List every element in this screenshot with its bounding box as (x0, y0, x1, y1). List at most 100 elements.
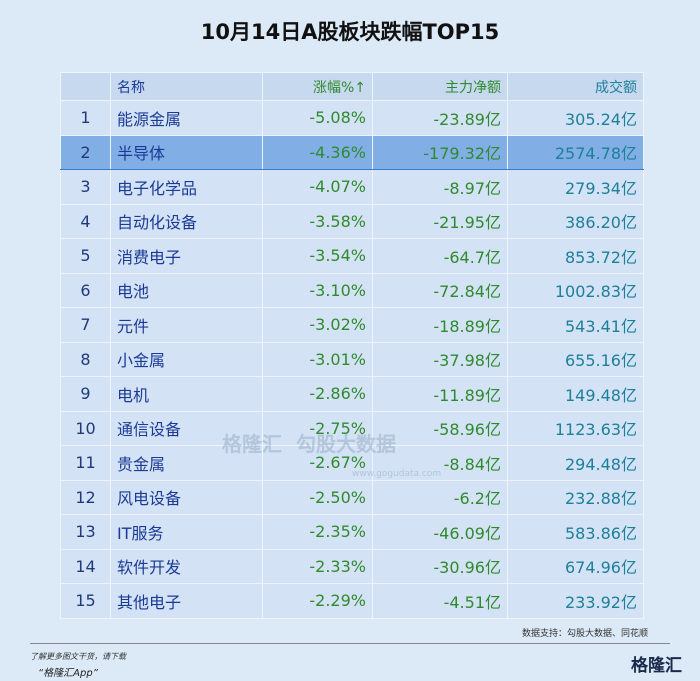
cell: -3.01% (262, 341, 373, 377)
watermark: 格隆汇 勾股大数据 www.gogudata.com (222, 428, 455, 481)
column-header: 成交额 (507, 72, 644, 101)
table-row: 7 元件 -3.02% -18.89亿 543.41亿 (60, 307, 644, 343)
cell: 4 (60, 203, 111, 239)
cell: -23.89亿 (372, 100, 508, 136)
cell: 其他电子 (110, 583, 263, 619)
cell: 15 (60, 583, 111, 619)
cell: 233.92亿 (507, 583, 644, 619)
cell: 能源金属 (110, 100, 263, 136)
cell: -21.95亿 (372, 203, 508, 239)
app-name: “格隆汇App” (38, 668, 98, 679)
logo: 格隆汇 (631, 656, 682, 676)
cell: 3 (60, 169, 111, 205)
cell: 14 (60, 548, 111, 584)
cell: 386.20亿 (507, 203, 644, 239)
cell: -8.97亿 (372, 169, 508, 205)
cell: 232.88亿 (507, 479, 644, 515)
cell: -2.29% (262, 583, 373, 619)
table-row: 5 消费电子 -3.54% -64.7亿 853.72亿 (60, 238, 644, 274)
table-row: 4 自动化设备 -3.58% -21.95亿 386.20亿 (60, 203, 644, 239)
table-row: 6 电池 -3.10% -72.84亿 1002.83亿 (60, 272, 644, 308)
table-row: 1 能源金属 -5.08% -23.89亿 305.24亿 (60, 100, 644, 136)
cell: -18.89亿 (372, 307, 508, 343)
cell: -58.96亿 (372, 410, 508, 446)
cell: 软件开发 (110, 548, 263, 584)
cell: -37.98亿 (372, 341, 508, 377)
cell: 1002.83亿 (507, 272, 644, 308)
watermark-url: www.gogudata.com (352, 469, 442, 479)
cell: 6 (60, 272, 111, 308)
cell: 12 (60, 479, 111, 515)
table-row: 14 软件开发 -2.33% -30.96亿 674.96亿 (60, 548, 644, 584)
cell: 294.48亿 (507, 445, 644, 481)
cell: 电机 (110, 376, 263, 412)
cell: -2.67% (262, 445, 373, 481)
table-row: 12 风电设备 -2.50% -6.2亿 232.88亿 (60, 479, 644, 515)
cell: -2.86% (262, 376, 373, 412)
cell: 655.16亿 (507, 341, 644, 377)
cell: 风电设备 (110, 479, 263, 515)
cell: -3.10% (262, 272, 373, 308)
cell: -5.08% (262, 100, 373, 136)
cell: 5 (60, 238, 111, 274)
cell: 元件 (110, 307, 263, 343)
cell: IT服务 (110, 514, 263, 550)
cell: 1 (60, 100, 111, 136)
cell: -4.36% (262, 134, 373, 170)
cell: 674.96亿 (507, 548, 644, 584)
cell: 853.72亿 (507, 238, 644, 274)
cell: -6.2亿 (372, 479, 508, 515)
table-row: 11 贵金属 -2.67% -8.84亿 294.48亿 (60, 445, 644, 481)
cell: -4.51亿 (372, 583, 508, 619)
cell: 半导体 (110, 134, 263, 170)
cell: -11.89亿 (372, 376, 508, 412)
cell: -2.33% (262, 548, 373, 584)
cell: 1123.63亿 (507, 410, 644, 446)
cell: -64.7亿 (372, 238, 508, 274)
cell: -46.09亿 (372, 514, 508, 550)
cell: 279.34亿 (507, 169, 644, 205)
watermark-sub: 勾股大数据 (296, 432, 396, 456)
cell: 7 (60, 307, 111, 343)
table-row: 9 电机 -2.86% -11.89亿 149.48亿 (60, 376, 644, 412)
cell: -8.84亿 (372, 445, 508, 481)
note: 了解更多图文干货，请下载 (30, 652, 126, 661)
table-row: 10 通信设备 -2.75% -58.96亿 1123.63亿 (60, 410, 644, 446)
cell: -4.07% (262, 169, 373, 205)
title: 10月14日A股板块跌幅TOP15 (200, 20, 500, 44)
cell: -179.32亿 (372, 134, 508, 170)
table: 名称 涨幅%↑ 主力净额 成交额 1 能源金属 -5.08% -23.89亿 305.24亿 2 半… (60, 72, 644, 619)
cell: 149.48亿 (507, 376, 644, 412)
cell: 2 (60, 134, 111, 170)
cell: 11 (60, 445, 111, 481)
cell: 电池 (110, 272, 263, 308)
cell: 583.86亿 (507, 514, 644, 550)
column-header (60, 72, 111, 101)
cell: -3.58% (262, 203, 373, 239)
cell: -3.02% (262, 307, 373, 343)
cell: 13 (60, 514, 111, 550)
column-header: 涨幅%↑ (262, 72, 373, 101)
divider (30, 643, 670, 644)
cell: 9 (60, 376, 111, 412)
column-header: 名称 (110, 72, 263, 101)
table-row: 2 半导体 -4.36% -179.32亿 2574.78亿 (60, 134, 644, 170)
cell: 消费电子 (110, 238, 263, 274)
cell: 305.24亿 (507, 100, 644, 136)
header-row: 名称 涨幅%↑ 主力净额 成交额 (60, 72, 644, 101)
cell: 小金属 (110, 341, 263, 377)
cell: -72.84亿 (372, 272, 508, 308)
cell: 543.41亿 (507, 307, 644, 343)
cell: -3.54% (262, 238, 373, 274)
table-row: 13 IT服务 -2.35% -46.09亿 583.86亿 (60, 514, 644, 550)
source: 数据支持：勾股大数据、同花顺 (521, 629, 648, 639)
cell: 自动化设备 (110, 203, 263, 239)
cell: 10 (60, 410, 111, 446)
cell: -2.50% (262, 479, 373, 515)
cell: 2574.78亿 (507, 134, 644, 170)
cell: -30.96亿 (372, 548, 508, 584)
cell: 贵金属 (110, 445, 263, 481)
watermark-brand: 格隆汇 (222, 432, 282, 456)
table-row: 8 小金属 -3.01% -37.98亿 655.16亿 (60, 341, 644, 377)
